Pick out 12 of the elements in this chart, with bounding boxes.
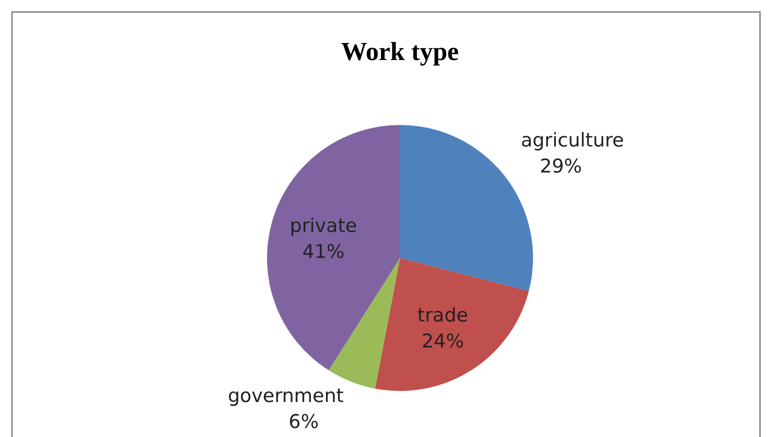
slice-label: private <box>290 214 357 237</box>
pie-slice <box>375 258 529 391</box>
data-label: 24% <box>422 330 464 352</box>
data-label: 6% <box>288 411 319 434</box>
data-label: 29% <box>540 155 582 178</box>
data-label: 41% <box>302 240 344 263</box>
pie-slice <box>267 125 400 370</box>
chart-title: Work type <box>341 37 459 66</box>
slice-label: trade <box>417 304 468 326</box>
pie-slice <box>328 258 400 389</box>
slice-label: government <box>228 385 344 408</box>
slice-label: agriculture <box>520 129 624 152</box>
